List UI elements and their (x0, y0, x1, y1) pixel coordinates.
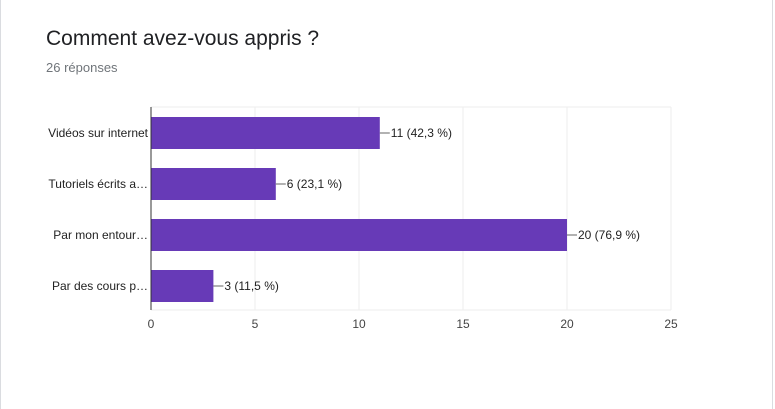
x-tick-label: 20 (560, 317, 574, 331)
data-label: 6 (23,1 %) (287, 177, 342, 191)
data-label: 3 (11,5 %) (224, 279, 278, 293)
chart-title: Comment avez-vous appris ? (46, 27, 320, 50)
data-label: 20 (76,9 %) (578, 228, 640, 242)
category-label: Par mon entour… (53, 228, 148, 242)
x-tick-label: 15 (456, 317, 470, 331)
category-label: Vidéos sur internet (48, 126, 149, 140)
category-label: Par des cours p… (52, 279, 148, 293)
x-tick-label: 5 (252, 317, 259, 331)
x-tick-label: 25 (664, 317, 678, 331)
response-count: 26 réponses (46, 60, 118, 75)
x-tick-label: 0 (148, 317, 155, 331)
bar (151, 117, 380, 149)
bars (151, 117, 567, 302)
bar (151, 270, 214, 302)
bar (151, 219, 567, 251)
labels: 0 5 10 15 20 25 Vidéos sur internet 11 (42,3 %)… (48, 126, 678, 331)
bar (151, 168, 276, 200)
category-label: Tutoriels écrits a… (48, 177, 148, 191)
data-label: 11 (42,3 %) (391, 126, 452, 140)
x-tick-label: 10 (352, 317, 366, 331)
